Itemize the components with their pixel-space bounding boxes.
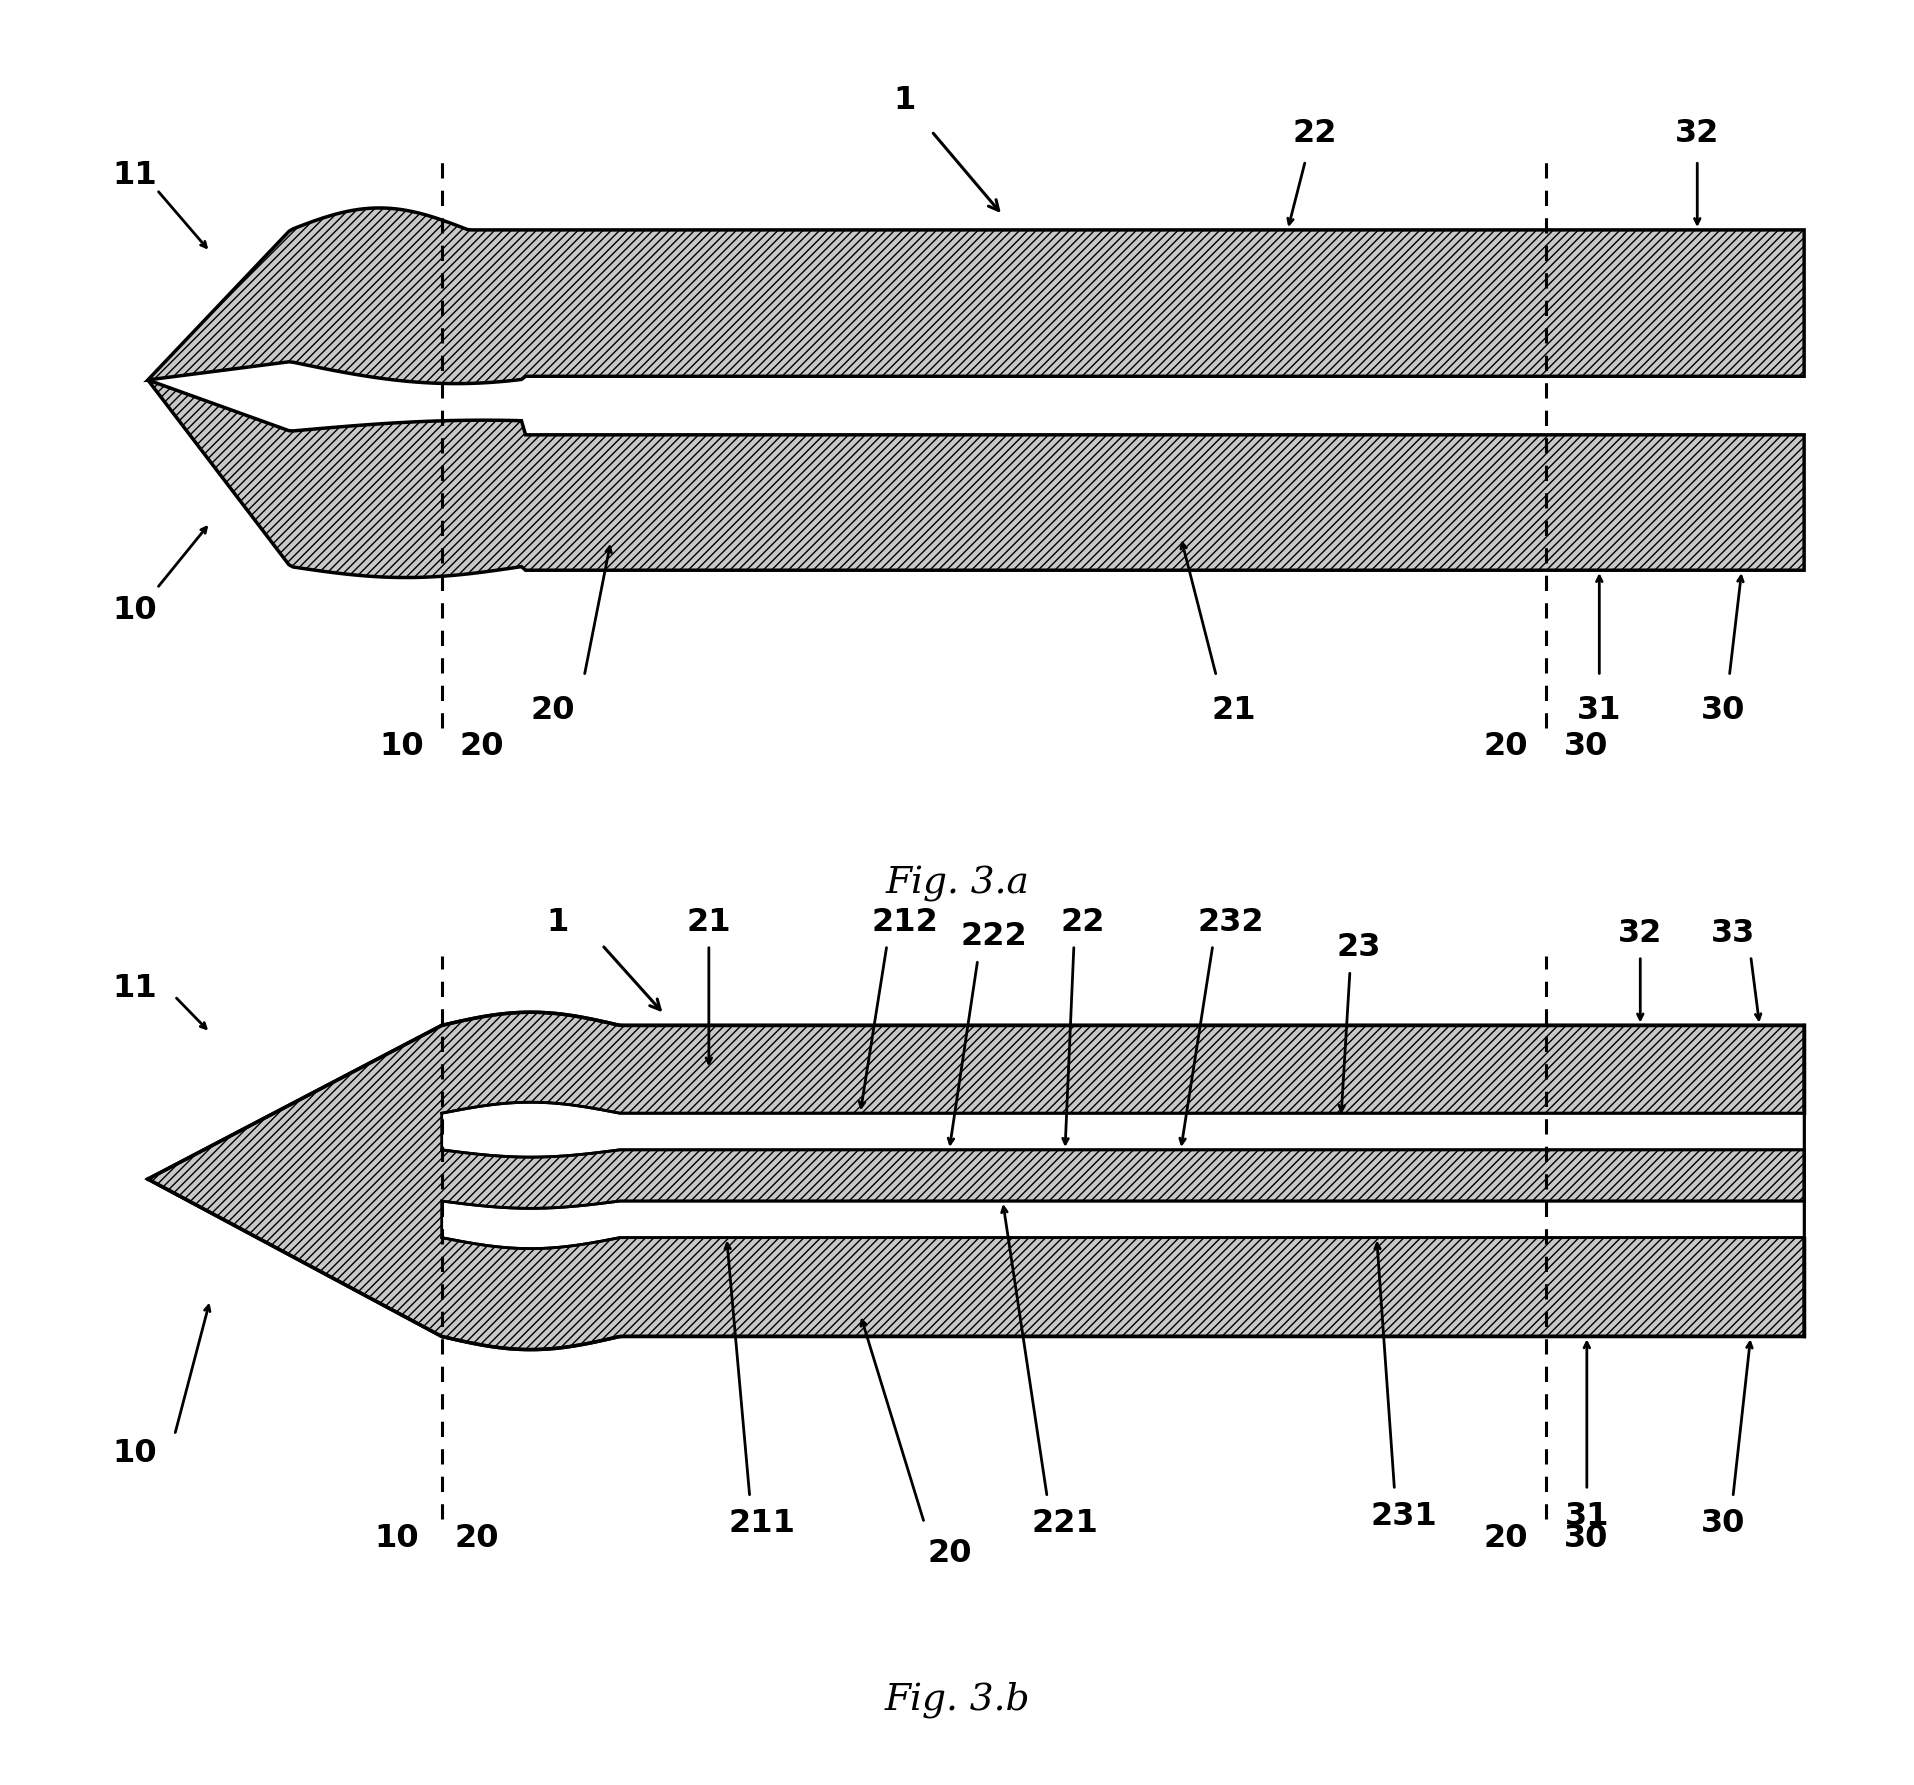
- Text: 222: 222: [961, 921, 1026, 951]
- Text: 1: 1: [894, 86, 915, 116]
- Polygon shape: [147, 1012, 1803, 1349]
- Text: Fig. 3.b: Fig. 3.b: [884, 1681, 1030, 1717]
- Text: 32: 32: [1675, 118, 1719, 150]
- Text: 1: 1: [545, 907, 568, 937]
- Text: 20: 20: [1483, 732, 1527, 762]
- Polygon shape: [442, 1103, 1803, 1157]
- Text: 30: 30: [1564, 732, 1608, 762]
- Polygon shape: [147, 380, 1803, 578]
- Text: 30: 30: [1564, 1523, 1608, 1555]
- Text: 20: 20: [1483, 1523, 1527, 1555]
- Text: 11: 11: [113, 159, 157, 191]
- Polygon shape: [147, 209, 1803, 384]
- Text: 221: 221: [1032, 1508, 1099, 1539]
- Text: 33: 33: [1709, 917, 1753, 948]
- Text: 31: 31: [1577, 694, 1621, 726]
- Text: 21: 21: [1212, 694, 1256, 726]
- Text: 11: 11: [113, 973, 157, 1005]
- Text: Fig. 3.a: Fig. 3.a: [884, 866, 1030, 901]
- Text: 10: 10: [113, 594, 157, 627]
- Text: 10: 10: [373, 1523, 419, 1555]
- Text: 23: 23: [1336, 932, 1380, 964]
- Polygon shape: [442, 1201, 1803, 1248]
- Text: 20: 20: [926, 1537, 970, 1569]
- Text: 212: 212: [871, 907, 938, 937]
- Text: 232: 232: [1196, 907, 1263, 937]
- Text: 22: 22: [1292, 118, 1336, 150]
- Text: 20: 20: [530, 694, 574, 726]
- Text: 32: 32: [1617, 917, 1661, 948]
- Text: 30: 30: [1700, 1508, 1744, 1539]
- Text: 211: 211: [729, 1508, 796, 1539]
- Text: 10: 10: [379, 732, 423, 762]
- Text: 231: 231: [1369, 1501, 1436, 1532]
- Text: 20: 20: [459, 732, 503, 762]
- Text: 20: 20: [454, 1523, 498, 1555]
- Text: 22: 22: [1060, 907, 1104, 937]
- Text: 30: 30: [1700, 694, 1744, 726]
- Text: 21: 21: [685, 907, 731, 937]
- Text: 10: 10: [113, 1439, 157, 1469]
- Text: 31: 31: [1564, 1501, 1608, 1532]
